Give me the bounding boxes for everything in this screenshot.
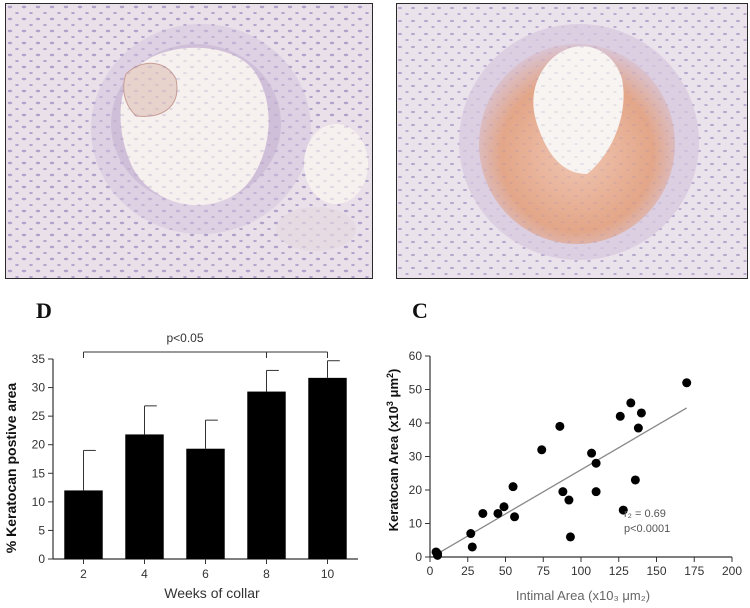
data-point — [493, 508, 503, 518]
micrograph-right-drawing — [397, 4, 747, 278]
y-tick-label: 50 — [409, 383, 423, 397]
x-tick-label: 150 — [646, 564, 666, 578]
data-point — [618, 505, 628, 515]
y-tick-label: 0 — [415, 550, 422, 564]
y-tick-label: 15 — [32, 466, 46, 480]
scatter-y-axis-label: Keratocan Area (x103 μm2) — [385, 369, 401, 532]
x-tick-label: 8 — [263, 567, 270, 581]
data-point — [467, 542, 477, 552]
y-tick-label: 60 — [409, 349, 423, 363]
scatter-chart-c: 0 10 20 30 40 50 60 0 25 50 75 100 125 150 175 200 Kera… — [385, 349, 743, 603]
panel-label-c: C — [412, 298, 428, 323]
x-tick-label: 10 — [321, 567, 335, 581]
scatter-points — [431, 378, 692, 560]
bar — [125, 434, 164, 559]
data-point — [499, 502, 509, 512]
y-tick-label: 20 — [32, 438, 46, 452]
data-point — [591, 458, 601, 468]
data-point — [564, 495, 574, 505]
regression-line — [437, 407, 688, 555]
x-tick-label: 125 — [609, 564, 629, 578]
bar-chart-d: 0 5 10 15 20 25 30 35 2 4 6 8 10 % Keratocan postive… — [3, 331, 358, 601]
panel-label-d: D — [36, 298, 52, 323]
bar — [247, 391, 286, 559]
x-tick-label: 200 — [722, 564, 742, 578]
data-point — [510, 512, 520, 522]
x-tick-label: 25 — [461, 564, 475, 578]
data-point — [591, 487, 601, 497]
data-point — [626, 398, 636, 408]
data-point — [555, 421, 565, 431]
bar-chart-y-axis-label: % Keratocan postive area — [3, 383, 19, 554]
bar-chart-axes: 0 5 10 15 20 25 30 35 2 4 6 8 10 — [32, 351, 358, 581]
y-tick-label: 30 — [32, 381, 46, 395]
bar-chart-bars — [64, 360, 347, 559]
data-point — [565, 532, 575, 542]
x-tick-label: 2 — [80, 567, 87, 581]
significance-label: p<0.05 — [166, 331, 203, 345]
data-point — [431, 547, 441, 557]
bar — [186, 448, 225, 559]
histology-image-left — [5, 3, 373, 279]
bar — [64, 490, 103, 559]
y-tick-label: 10 — [32, 495, 46, 509]
bar-chart-x-axis-label: Weeks of collar — [164, 585, 260, 601]
bar — [308, 377, 347, 559]
data-point — [537, 445, 547, 455]
scatter-x-axis-label: Intimal Area (x10₃ μm₂) — [516, 588, 650, 603]
x-tick-label: 4 — [141, 567, 148, 581]
data-point — [636, 408, 646, 418]
y-tick-label: 40 — [409, 416, 423, 430]
x-tick-label: 175 — [684, 564, 704, 578]
data-point — [682, 378, 692, 388]
y-tick-label: 5 — [38, 523, 45, 537]
y-tick-label: 10 — [409, 517, 423, 531]
data-point — [630, 475, 640, 485]
data-point — [508, 482, 518, 492]
x-tick-label: 75 — [537, 564, 551, 578]
p-value-annotation: p<0.0001 — [624, 523, 670, 535]
y-tick-label: 30 — [409, 450, 423, 464]
micrograph-left-drawing — [6, 4, 372, 278]
y-tick-label: 0 — [38, 552, 45, 566]
y-tick-label: 25 — [32, 409, 46, 423]
data-point — [633, 423, 643, 433]
r-squared-annotation: r₂ = 0.69 — [624, 508, 666, 520]
x-tick-label: 0 — [427, 564, 434, 578]
data-point — [587, 448, 597, 458]
x-tick-label: 50 — [499, 564, 513, 578]
data-point — [615, 411, 625, 421]
histology-image-right — [396, 3, 748, 279]
x-tick-label: 100 — [571, 564, 591, 578]
y-tick-label: 20 — [409, 483, 423, 497]
x-tick-label: 6 — [202, 567, 209, 581]
data-point — [558, 487, 568, 497]
data-point — [478, 508, 488, 518]
scatter-chart-axes: 0 10 20 30 40 50 60 0 25 50 75 100 125 150 175 200 — [409, 349, 743, 578]
y-tick-label: 35 — [32, 352, 46, 366]
data-point — [466, 529, 476, 539]
